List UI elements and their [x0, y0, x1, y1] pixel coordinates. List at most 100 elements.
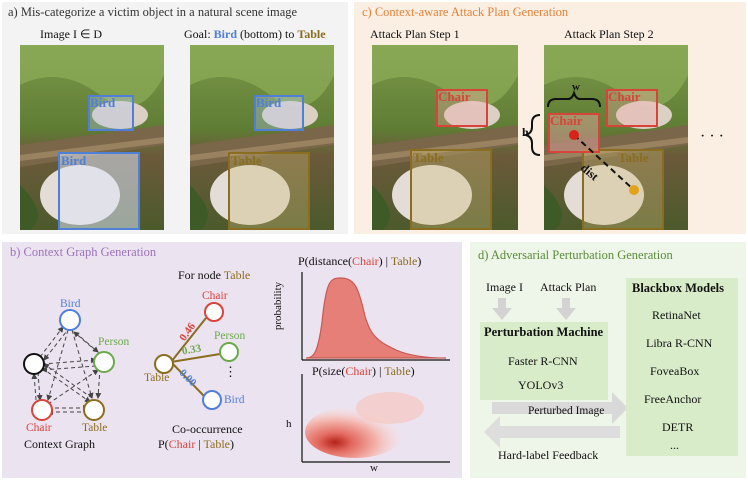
step1-scene: Chair Table: [372, 45, 518, 230]
width-label: w: [572, 81, 580, 93]
cooc-formula: P(Chair | Table): [158, 437, 234, 452]
blackbox-item-retinanet: RetinaNet: [652, 308, 701, 322]
attack-geometry: [522, 89, 639, 195]
graph-node-bird: [59, 309, 81, 331]
arrow-perturbed: [492, 392, 628, 424]
blackbox-item-detr: DETR: [662, 420, 694, 434]
goal-prefix: Goal:: [184, 27, 214, 41]
size-title-pre: P(size(: [312, 364, 346, 378]
graph-node-unlabeled: [23, 353, 45, 375]
machine-item-yolov3: YOLOv3: [518, 378, 564, 392]
formula-mid: |: [195, 437, 204, 451]
ellipsis: · · ·: [700, 128, 724, 145]
step2-scene: Chair Table Chair w h dist: [522, 45, 688, 230]
formula-post: ): [230, 437, 235, 451]
graph-caption: Context Graph: [24, 437, 95, 451]
cooc-label-chair: Chair: [202, 290, 228, 302]
dist-title-table: Table: [390, 254, 418, 268]
cooc-node-table: [154, 354, 174, 374]
formula-table: Table: [203, 437, 231, 451]
graph-label-person: Person: [98, 336, 130, 348]
blackbox-item-freeanchor: FreeAnchor: [644, 392, 702, 406]
chair-box-top-label: Chair: [608, 89, 641, 104]
distance-line: [573, 134, 635, 191]
goal-bird: Bird: [213, 27, 238, 41]
dist-title-pre: P(distance(: [298, 254, 352, 268]
step2-caption: Attack Plan Step 2: [564, 27, 654, 41]
graph-label-table: Table: [82, 422, 108, 434]
size-title-mid: ) |: [372, 364, 385, 378]
table-box-label: Table: [618, 150, 649, 165]
size-dist-ylabel: h: [286, 418, 292, 430]
distance-density-area: [305, 277, 447, 359]
feedback-label: Hard-label Feedback: [498, 448, 599, 462]
size-title-table: Table: [384, 364, 411, 378]
cooc-label-table: Table: [144, 372, 170, 384]
edge-person: [170, 353, 221, 363]
chair-box: [436, 89, 488, 127]
goal-table: Table: [297, 27, 326, 41]
input-attack-plan: Attack Plan: [540, 280, 597, 294]
blackbox-item-foveabox: FoveaBox: [650, 364, 700, 378]
table-box: [582, 149, 664, 230]
dist-title-post: ): [417, 254, 422, 268]
panel-b: b) Context Graph Generation: [2, 242, 462, 478]
graph-node-person: [93, 351, 115, 373]
blackbox-title: Blackbox Models: [632, 281, 725, 295]
size-dist-title: P(size(Chair) | Table): [312, 364, 415, 379]
for-node-prefix: For node: [178, 268, 224, 282]
size-dist-xlabel: w: [370, 462, 378, 474]
blackbox-models-box: [626, 278, 738, 456]
flow-arrows: [484, 298, 628, 448]
bird-box-top: [254, 95, 304, 131]
dist-title-chair: Chair: [351, 254, 379, 268]
bird-box-top: [88, 95, 134, 131]
step1-caption: Attack Plan Step 1: [370, 27, 460, 41]
blackbox-item-more: ...: [670, 438, 679, 452]
cooc-label-person: Person: [214, 330, 246, 342]
formula-chair: Chair: [168, 437, 196, 451]
formula-pre: P(: [158, 437, 169, 451]
distance-density-plot: [301, 272, 450, 361]
chair-box-top: [606, 89, 658, 127]
panel-b-title: b) Context Graph Generation: [10, 245, 157, 259]
perturbation-machine-box: [480, 322, 608, 400]
goal-mid: (bottom) to: [237, 27, 298, 41]
goal-caption: Goal: Bird (bottom) to Table: [184, 27, 326, 42]
for-node-name: Table: [223, 268, 251, 282]
cooc-caption: Co-occurrence: [172, 422, 243, 436]
panel-d-title: d) Adversarial Perturbation Generation: [478, 248, 673, 262]
size-density-blob: [356, 392, 424, 424]
height-label: h: [522, 125, 529, 139]
panel-a: a) Mis-categorize a victim object in a n…: [2, 2, 348, 234]
size-title-post: ): [410, 364, 415, 378]
chair-box-new-label: Chair: [550, 113, 583, 128]
bird-box-bottom: [58, 152, 140, 230]
scene-photo: [190, 45, 334, 230]
panel-c: c) Context-aware Attack Plan Generation …: [354, 2, 746, 234]
cooccurrence-tree: [154, 302, 239, 410]
panel-c-title: c) Context-aware Attack Plan Generation: [362, 5, 569, 19]
arrow-feedback: [484, 416, 620, 448]
for-node-label: For node Table: [178, 268, 250, 283]
height-brace: [522, 114, 541, 156]
scene-image-goal: Bird Table: [190, 45, 334, 230]
graph-label-bird: Bird: [60, 298, 81, 310]
image-caption: Image I ∈ D: [40, 27, 103, 41]
blackbox-item-libra-rcnn: Libra R-CNN: [646, 336, 713, 350]
cooc-node-person: [219, 342, 239, 362]
chair-box-label: Chair: [438, 89, 471, 104]
perturbed-image-label: Perturbed Image: [528, 405, 605, 417]
bird-box-top-label: Bird: [256, 95, 282, 110]
context-graph: [23, 309, 115, 421]
table-box: [410, 149, 492, 230]
bird-box-bottom-label: Bird: [61, 153, 87, 168]
scene-photo: [544, 45, 688, 230]
machine-item-faster-rcnn: Faster R-CNN: [508, 354, 578, 368]
panel-d: d) Adversarial Perturbation Generation I…: [470, 242, 746, 478]
arrow-image-down: [492, 298, 512, 320]
cooc-dots: ⋮: [224, 364, 237, 379]
table-box-label: Table: [231, 153, 262, 168]
graph-node-table: [83, 399, 105, 421]
width-brace: [547, 89, 601, 108]
